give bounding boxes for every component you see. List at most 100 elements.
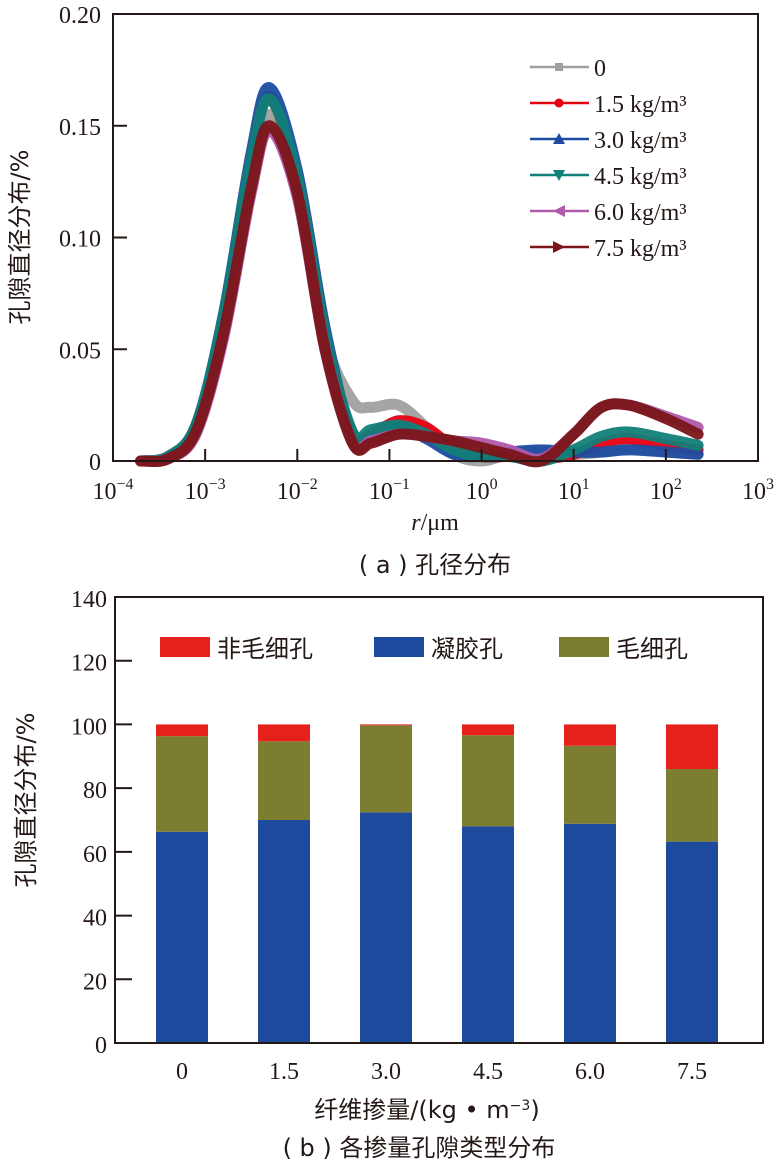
y-tick-label: 40 — [83, 906, 107, 932]
y-axis-title: 孔隙直径分布/% — [12, 713, 40, 888]
legend-label: 7.5 kg/m³ — [594, 236, 687, 262]
plot-frame — [114, 596, 764, 1044]
x-tick-exponent: −3 — [209, 476, 226, 493]
bar-segment — [360, 725, 412, 813]
bar-segment — [156, 724, 208, 737]
bar-segment — [258, 724, 310, 742]
x-tick-label: 10−3 — [185, 476, 226, 505]
legend-label: 4.5 kg/m³ — [594, 164, 687, 190]
x-tick-label: 6.0 — [575, 1059, 605, 1085]
x-axis-title-main: 纤维掺量/(kg • m — [314, 1096, 509, 1124]
x-tick-label: 10−2 — [277, 476, 318, 505]
x-tick-exponent: −4 — [116, 476, 133, 493]
legend-marker-circle-icon — [554, 98, 564, 108]
y-tick-label: 0.05 — [59, 338, 101, 364]
bar-segment — [360, 812, 412, 1043]
legend-label: 3.0 kg/m³ — [594, 128, 687, 154]
x-tick-label: 101 — [558, 476, 590, 505]
caption-b: ( b ) 各掺量孔隙类型分布 — [283, 1134, 556, 1162]
legend-marker-triangle-up-icon — [553, 133, 565, 144]
x-tick-exponent: 3 — [766, 476, 774, 493]
legend-marker-triangle-right-icon — [553, 241, 565, 253]
x-tick-exponent: 2 — [674, 476, 682, 493]
x-tick-exponent: 1 — [582, 476, 590, 493]
y-tick-label: 0.15 — [59, 115, 101, 141]
legend-label: 毛细孔 — [616, 635, 688, 663]
x-axis-title-var: r — [411, 510, 421, 536]
y-tick-label: 20 — [83, 969, 107, 995]
x-tick-label: 3.0 — [371, 1059, 401, 1085]
x-axis-title: 纤维掺量/(kg • m−3) — [314, 1096, 539, 1124]
bar-segment — [564, 745, 616, 824]
bar-segment — [462, 724, 514, 736]
y-tick-label: 0.10 — [59, 227, 101, 253]
x-tick-exponent: 0 — [490, 476, 498, 493]
x-tick-exponent: −2 — [301, 476, 318, 493]
legend: 非毛细孔 凝胶孔 毛细孔 — [160, 635, 688, 663]
bar-segment — [258, 741, 310, 820]
y-tick-label: 120 — [71, 651, 107, 677]
x-tick-label: 100 — [466, 476, 498, 505]
y-tick-label: 80 — [83, 778, 107, 804]
x-axis-title-end: ) — [530, 1096, 539, 1124]
y-tick-label: 0 — [95, 1033, 107, 1059]
x-tick-label: 1.5 — [269, 1059, 299, 1085]
caption-a: ( a ) 孔径分布 — [359, 551, 511, 579]
x-tick-exponent: −1 — [393, 476, 410, 493]
x-axis-ticks: 10−4 10−3 10−2 10−1 100 101 102 103 — [92, 449, 774, 505]
x-tick-base: 10 — [277, 479, 301, 505]
x-tick-base: 10 — [92, 479, 116, 505]
y-axis-ticks: 0 0.05 0.10 0.15 0.20 — [59, 3, 127, 476]
y-tick-label: 0.20 — [59, 3, 101, 29]
bar-segment — [156, 831, 208, 1043]
x-tick-label: 7.5 — [677, 1059, 707, 1085]
legend-label: 凝胶孔 — [431, 635, 503, 663]
x-tick-label: 103 — [742, 476, 774, 505]
legend-label: 1.5 kg/m³ — [594, 92, 687, 118]
x-tick-base: 10 — [650, 479, 674, 505]
y-tick-label: 140 — [71, 587, 107, 613]
series-line — [135, 120, 704, 468]
legend-marker-triangle-down-icon — [553, 170, 565, 181]
x-tick-base: 10 — [185, 479, 209, 505]
legend-swatch — [374, 637, 424, 657]
bar-segment — [258, 820, 310, 1043]
legend-swatch — [160, 637, 210, 657]
pore-type-stacked-bar-chart: 0 20 40 60 80 100 120 140 0 1.5 3.0 4.5 6.0 7.5 孔隙直径… — [12, 587, 764, 1162]
x-tick-base: 10 — [369, 479, 393, 505]
x-tick-label: 4.5 — [473, 1059, 503, 1085]
bar-segment — [360, 724, 412, 726]
x-axis-title-sup: −3 — [510, 1098, 531, 1114]
bar-segment — [666, 769, 718, 842]
x-tick-label: 10−1 — [369, 476, 410, 505]
legend-label: 6.0 kg/m³ — [594, 200, 687, 226]
x-tick-label: 102 — [650, 476, 682, 505]
y-axis-title: 孔隙直径分布/% — [6, 150, 34, 325]
bar-segment — [564, 724, 616, 746]
bar-segment — [564, 823, 616, 1043]
legend: 0 1.5 kg/m³ 3.0 kg/m³ 4.5 kg/m³ 6.0 kg/m³ 7.5… — [530, 56, 687, 262]
bar-segment — [666, 841, 718, 1043]
bar-segment — [462, 735, 514, 827]
legend-marker-triangle-left-icon — [553, 205, 565, 217]
y-axis-ticks: 0 20 40 60 80 100 120 140 — [71, 587, 132, 1059]
x-tick-label: 10−4 — [92, 476, 133, 505]
line-series-group — [135, 82, 704, 468]
y-tick-label: 100 — [71, 714, 107, 740]
x-tick-label: 0 — [176, 1059, 188, 1085]
x-axis-title: r/μm — [411, 510, 459, 536]
legend-label: 非毛细孔 — [217, 635, 313, 663]
legend-swatch — [559, 637, 609, 657]
bar-segment — [666, 724, 718, 770]
x-tick-base: 10 — [558, 479, 582, 505]
bar-segment — [156, 736, 208, 832]
x-tick-base: 10 — [742, 479, 766, 505]
bar-segment — [462, 826, 514, 1043]
x-tick-base: 10 — [466, 479, 490, 505]
y-tick-label: 0 — [89, 450, 101, 476]
x-axis-title-unit: /μm — [421, 510, 460, 536]
x-axis-ticks: 0 1.5 3.0 4.5 6.0 7.5 — [176, 1059, 707, 1085]
y-tick-label: 60 — [83, 842, 107, 868]
legend-marker-square-icon — [555, 63, 563, 71]
